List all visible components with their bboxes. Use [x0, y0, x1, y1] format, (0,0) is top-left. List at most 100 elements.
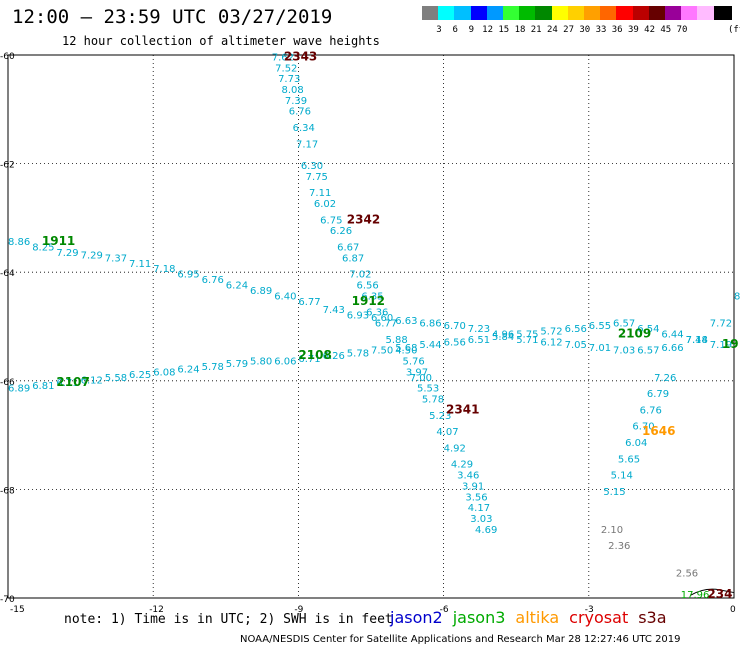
- wave-height-value: 5.78: [422, 395, 444, 406]
- legend-label: 21: [530, 25, 542, 35]
- wave-height-value: 7.14: [686, 335, 708, 346]
- footer-note: note: 1) Time is in UTC; 2) SWH is in fe…: [64, 612, 393, 627]
- wave-height-value: 6.63: [395, 316, 417, 327]
- wave-height-value: 6.76: [202, 275, 224, 286]
- wave-height-value: 6.12: [81, 376, 103, 387]
- wave-height-value: 6.36: [366, 308, 388, 319]
- wave-height-value: 7.72: [710, 319, 732, 330]
- wave-height-value: 5.58: [105, 373, 127, 384]
- x-tick-label: -6: [440, 605, 449, 615]
- wave-height-value: 6.77: [298, 297, 320, 308]
- legend-swatch: [665, 6, 683, 20]
- pass-label: 19: [722, 337, 739, 351]
- satellite-cryosat: cryosat: [569, 608, 629, 627]
- legend-label: 18: [514, 25, 526, 35]
- wave-height-value: 5.65: [618, 454, 640, 465]
- y-tick-label: -68: [0, 486, 15, 496]
- x-tick-label: 0: [730, 605, 736, 615]
- legend-label: 24: [546, 25, 558, 35]
- wave-height-value: 5.72: [540, 327, 562, 338]
- wave-height-value: 7.62: [272, 52, 294, 63]
- wave-height-value: 4.69: [475, 525, 497, 536]
- wave-height-value: 4.96: [492, 329, 514, 340]
- wave-height-value: 7.01: [589, 343, 611, 354]
- wave-height-value: 8.90: [734, 291, 740, 302]
- legend-swatch: [503, 6, 521, 20]
- wave-height-value: 7.50: [371, 346, 393, 357]
- wave-height-value: 2.10: [601, 525, 623, 536]
- wave-height-value: 5.80: [250, 357, 272, 368]
- wave-height-value: 6.57: [613, 319, 635, 330]
- legend-label: 45: [660, 25, 672, 35]
- satellite-altika: altika: [515, 608, 560, 627]
- wave-height-value: 6.02: [314, 199, 336, 210]
- wave-height-value: 6.26: [330, 226, 352, 237]
- wave-height-value: 6.89: [250, 286, 272, 297]
- legend-label: 39: [627, 25, 639, 35]
- wave-height-value: 17.96: [681, 590, 710, 601]
- wave-height-value: 6.35: [361, 291, 383, 302]
- x-tick-label: -3: [585, 605, 594, 615]
- wave-height-value: 4.07: [436, 427, 458, 438]
- wave-height-value: 3.97: [406, 367, 428, 378]
- wave-height-value: 6.25: [129, 370, 151, 381]
- wave-height-value: 5.79: [226, 359, 248, 370]
- wave-height-value: 7.23: [468, 324, 490, 335]
- wave-height-value: 7.37: [105, 253, 127, 264]
- wave-height-value: 6.56: [356, 280, 378, 291]
- legend-swatch: [486, 6, 505, 20]
- pass-label: 2107: [56, 375, 89, 389]
- wave-height-value: 6.24: [177, 365, 199, 376]
- wave-height-value: 7.00: [410, 373, 432, 384]
- wave-height-value: 6.71: [298, 354, 320, 365]
- wave-height-value: 4.50: [395, 346, 417, 357]
- wave-height-value: 5.76: [402, 357, 424, 368]
- pass-label: 2109: [618, 326, 651, 340]
- wave-height-value: 8.08: [281, 85, 303, 96]
- wave-height-value: 3.56: [465, 492, 487, 503]
- legend-label: 42: [644, 25, 656, 35]
- wave-height-value: 7.29: [81, 251, 103, 262]
- wave-height-value: 5.44: [419, 340, 441, 351]
- wave-height-value: 6.70: [632, 422, 654, 433]
- satellite-jason3: jason3: [452, 608, 506, 627]
- wave-height-value: 6.77: [375, 319, 397, 330]
- legend-label: 15: [498, 25, 510, 35]
- wave-height-value: 7.43: [323, 305, 345, 316]
- wave-height-value: 5.71: [516, 335, 538, 346]
- page-title: 12:00 – 23:59 UTC 03/27/2019: [12, 6, 333, 28]
- legend-swatch: [600, 6, 619, 20]
- pass-label: 2342: [347, 212, 380, 226]
- credit-line: NOAA/NESDIS Center for Satellite Applica…: [240, 634, 681, 645]
- wave-height-value: 5.15: [603, 487, 625, 498]
- wave-height-value: 7.75: [306, 172, 328, 183]
- coastline: [690, 588, 735, 596]
- wave-height-value: 8.86: [8, 237, 30, 248]
- legend-label: 33: [595, 25, 607, 35]
- legend-swatch: [438, 6, 457, 20]
- y-tick-label: -70: [0, 595, 15, 605]
- legend-unit: (ft): [728, 25, 740, 35]
- wave-height-value: 2.36: [608, 541, 630, 552]
- wave-height-value: 5.75: [516, 329, 538, 340]
- legend-swatch: [535, 6, 554, 20]
- legend-label: 30: [579, 25, 591, 35]
- wave-height-value: 4.17: [468, 503, 490, 514]
- wave-height-value: 6.76: [640, 405, 662, 416]
- wave-height-value: 6.06: [274, 357, 296, 368]
- wave-height-value: 2.56: [676, 568, 698, 579]
- wave-height-value: 6.60: [371, 313, 393, 324]
- wave-height-value: 7.02: [349, 270, 371, 281]
- wave-height-value: 7.03: [613, 346, 635, 357]
- wave-height-value: 7.17: [296, 139, 318, 150]
- wave-height-value: 6.30: [301, 161, 323, 172]
- wave-height-value: 6.66: [661, 343, 683, 354]
- wave-height-value: 7.18: [153, 264, 175, 275]
- wave-height-value: 7.48: [686, 335, 708, 346]
- pass-label: 1646: [642, 424, 675, 438]
- legend-label: 12: [482, 25, 494, 35]
- pass-label: 2108: [298, 348, 331, 362]
- wave-height-value: 3.03: [470, 514, 492, 525]
- wave-height-value: 6.51: [468, 335, 490, 346]
